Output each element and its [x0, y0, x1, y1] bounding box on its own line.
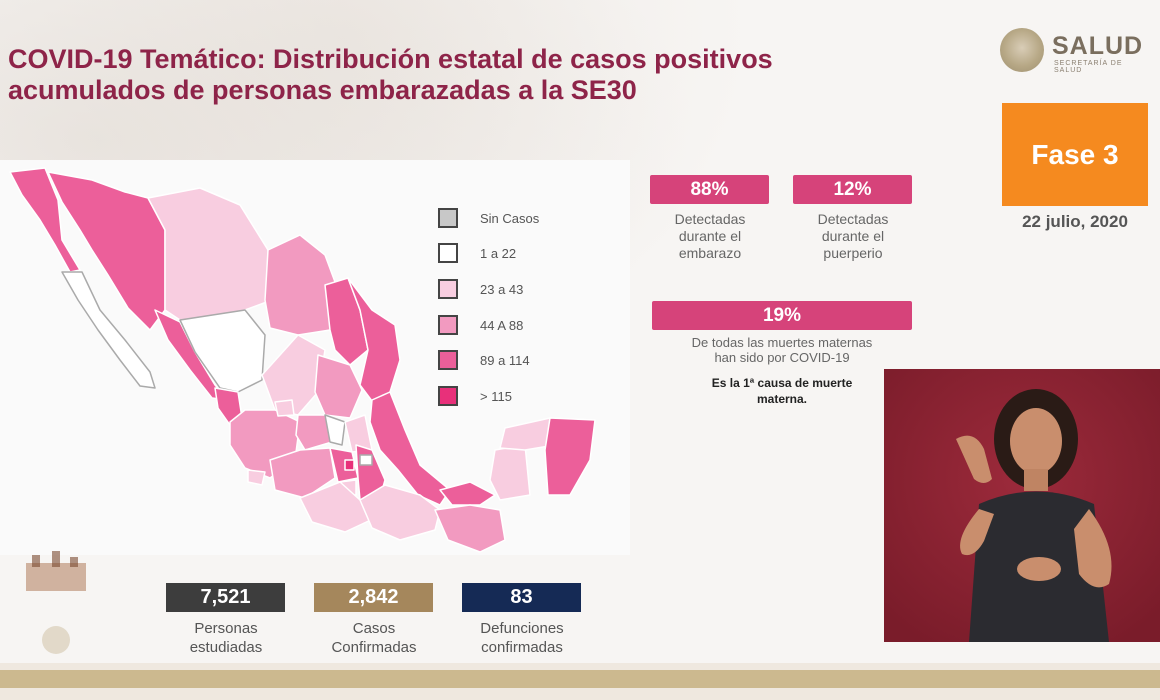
legend-label: > 115 [480, 388, 512, 404]
state-campeche [489, 444, 531, 501]
counter-confirmed-deaths: 83 [462, 583, 581, 612]
legend-item-89-114: 89 a 114 [438, 348, 588, 372]
legend-item-1-22: 1 a 22 [438, 241, 588, 265]
state-zacatecas [261, 334, 326, 416]
title-line-1: COVID-19 Temático: Distribución estatal … [8, 44, 773, 74]
state-san-luis-potosi [314, 354, 363, 419]
state-guanajuato [295, 414, 333, 451]
caption-line: Casos [352, 620, 396, 637]
note-line: materna. [756, 392, 808, 406]
counter-confirmed-cases: 2,842 [314, 583, 433, 612]
caption-line: Personas [194, 620, 258, 637]
legend-label: 1 a 22 [480, 245, 517, 261]
caption-line: estudiadas [189, 639, 263, 656]
mexico-choropleth-map [9, 167, 596, 553]
logo-subtext: SECRETARÍA DE SALUD [1054, 60, 1123, 74]
legend-label: Sin Casos [480, 210, 540, 226]
stat-postpartum-value: 12% [793, 175, 912, 204]
stat-pregnancy-value: 88% [650, 175, 769, 204]
caption-line: Detectadas [674, 211, 746, 227]
caption-line: Detectadas [817, 211, 889, 227]
page-title: COVID-19 Temático: Distribución estatal … [8, 44, 908, 106]
state-chiapas [434, 504, 506, 553]
caption-line: embarazo [678, 245, 742, 261]
state-cdmx [344, 459, 355, 471]
phase-badge: Fase 3 [1002, 103, 1148, 206]
legend-label: 23 a 43 [480, 281, 524, 297]
caption-line: Confirmadas [331, 639, 417, 656]
counter-confirmed-cases-caption: Casos Confirmadas [304, 619, 444, 657]
state-tabasco [439, 481, 496, 506]
state-queretaro [324, 414, 346, 446]
state-durango [179, 309, 266, 393]
caption-line: puerperio [823, 245, 883, 261]
state-sonora [47, 171, 166, 331]
legend-swatch [438, 350, 458, 370]
decorative-figures-icon [26, 551, 86, 654]
legend-swatch [438, 315, 458, 335]
counter-persons-studied: 7,521 [166, 583, 285, 612]
state-colima [247, 469, 266, 486]
legend-swatch [438, 279, 458, 299]
footer-stripe [0, 670, 1160, 688]
stat-postpartum-caption: Detectadas durante el puerperio [783, 211, 923, 262]
note-line: Es la 1ª causa de muerte [711, 376, 853, 390]
logo-text: SALUD [1052, 32, 1144, 60]
state-michoacan [269, 447, 336, 499]
counter-persons-studied-caption: Personas estudiadas [156, 619, 296, 657]
legend-item-115-plus: > 115 [438, 384, 588, 408]
map-panel [0, 160, 630, 555]
state-baja-california-sur [61, 271, 156, 389]
sign-language-interpreter-video [884, 369, 1160, 642]
report-date: 22 julio, 2020 [1022, 212, 1128, 231]
stat-maternal-deaths-caption: De todas las muertes maternas han sido p… [642, 335, 922, 365]
counter-confirmed-deaths-caption: Defunciones confirmadas [452, 619, 592, 657]
legend-item-44-88: 44 A 88 [438, 313, 588, 337]
state-baja-california [9, 167, 81, 273]
state-quintana-roo [544, 417, 596, 496]
caption-line: han sido por COVID-19 [714, 350, 850, 365]
state-aguascalientes [274, 399, 295, 417]
caption-line: De todas las muertes maternas [691, 335, 873, 350]
interpreter-figure [884, 369, 1160, 642]
state-yucatan [499, 417, 556, 451]
salud-logo: SALUD SECRETARÍA DE SALUD [1000, 28, 1150, 74]
stat-maternal-deaths-note: Es la 1ª causa de muerte materna. [662, 375, 902, 407]
caption-line: durante el [821, 228, 885, 244]
state-veracruz [369, 391, 451, 506]
legend-swatch [438, 208, 458, 228]
caption-line: Defunciones [480, 620, 564, 637]
stat-pregnancy-caption: Detectadas durante el embarazo [640, 211, 780, 262]
caption-line: confirmadas [481, 639, 563, 656]
stat-maternal-deaths-value: 19% [652, 301, 912, 330]
legend-label: 44 A 88 [480, 317, 524, 333]
legend-swatch [438, 386, 458, 406]
national-seal-icon [1000, 28, 1044, 72]
caption-line: durante el [678, 228, 742, 244]
state-tlaxcala [359, 454, 373, 466]
state-oaxaca [359, 484, 441, 541]
legend-label: 89 a 114 [480, 352, 530, 368]
legend-item-sin-casos: Sin Casos [438, 206, 588, 230]
state-chihuahua [147, 187, 273, 323]
legend-item-23-43: 23 a 43 [438, 277, 588, 301]
legend-swatch [438, 243, 458, 263]
title-line-2: acumulados de personas embarazadas a la … [8, 75, 637, 105]
